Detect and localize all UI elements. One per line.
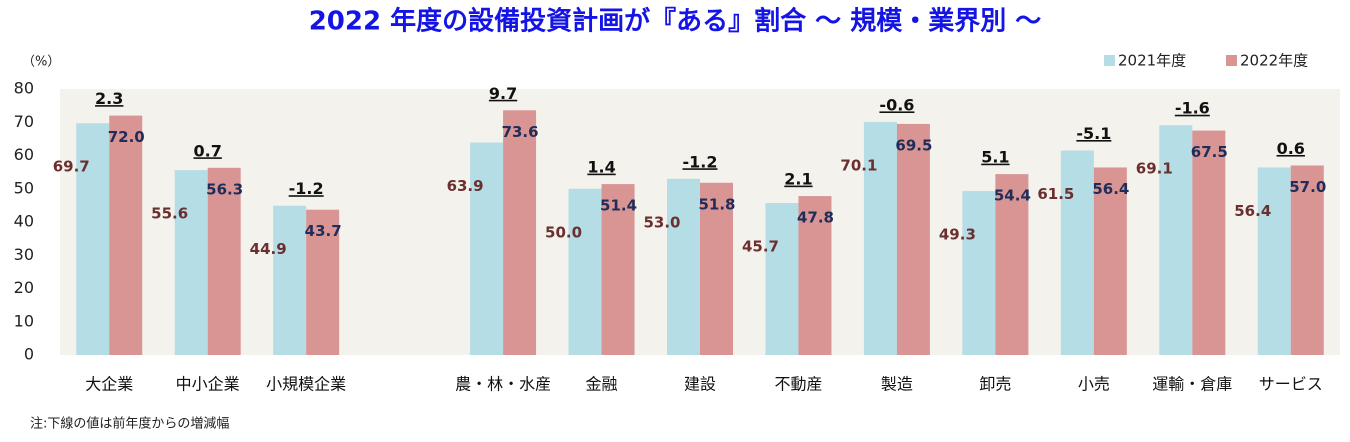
value-label: 61.5 [1037,185,1074,203]
value-label: 56.4 [1092,180,1129,198]
bar [568,188,602,355]
value-label: 50.0 [545,223,582,241]
value-label: 70.1 [840,156,877,174]
x-tick-label: 農・林・水産 [455,375,551,394]
bar [1257,167,1291,355]
y-tick-label: 40 [14,212,34,231]
value-label: 72.0 [108,128,145,146]
x-tick-label: 卸売 [979,375,1011,394]
bar [470,142,504,355]
bar [1060,150,1094,355]
bar [503,110,537,355]
y-tick-label: 20 [14,278,34,297]
bar [765,203,799,355]
x-tick-label: サービス [1259,375,1323,394]
bar [76,123,110,355]
change-label: -1.2 [683,152,718,171]
change-label: 2.1 [784,170,812,189]
legend-swatch [1104,55,1115,66]
x-tick-label: 大企業 [85,375,133,394]
bar [896,123,930,355]
value-label: 51.8 [698,195,735,213]
value-label: 44.9 [250,240,287,258]
change-label: 5.1 [981,148,1009,167]
y-tick-label: 60 [14,145,34,164]
value-label: 54.4 [994,187,1031,205]
value-label: 69.7 [53,158,90,176]
y-tick-label: 80 [14,79,34,98]
value-label: 73.6 [502,123,539,141]
bar [1159,125,1193,356]
x-tick-label: 中小企業 [176,375,240,394]
value-label: 56.3 [206,180,243,198]
y-tick-label: 50 [14,178,34,197]
bar [273,205,307,355]
x-tick-label: 小売 [1078,375,1110,394]
y-tick-label: 10 [14,311,34,330]
x-tick-label: 不動産 [774,375,822,394]
change-label: -5.1 [1076,124,1111,143]
bar [1290,165,1324,355]
bar [962,191,996,355]
bar [109,115,143,355]
bar [667,178,700,355]
value-label: 56.4 [1234,202,1271,220]
change-label: 9.7 [489,84,517,103]
y-tick-label: 0 [24,345,34,364]
value-label: 67.5 [1191,143,1228,161]
value-label: 47.8 [797,209,834,227]
value-label: 51.4 [600,197,637,215]
bar [1192,130,1226,355]
bar [798,196,832,355]
bar [601,184,635,355]
change-label: -1.2 [289,179,324,198]
y-tick-label: 70 [14,112,34,131]
value-label: 55.6 [151,205,188,223]
x-tick-label: 小規模企業 [266,375,346,394]
legend-label: 2021年度 [1118,52,1186,70]
footnote: 注:下線の値は前年度からの増減幅 [30,416,229,432]
bar [995,174,1029,355]
change-label: -0.6 [879,95,914,114]
x-tick-label: 金融 [586,375,618,394]
bar [1093,167,1127,355]
bar [863,121,897,355]
y-tick-label: 30 [14,245,34,264]
change-label: 0.7 [194,141,222,160]
change-label: 1.4 [587,158,615,177]
value-label: 49.3 [939,226,976,244]
value-label: 45.7 [742,238,779,256]
value-label: 69.1 [1136,160,1173,178]
bar [174,170,208,355]
x-tick-label: 建設 [684,375,716,394]
legend-swatch [1226,55,1237,66]
change-label: -1.6 [1175,99,1210,118]
value-label: 57.0 [1289,178,1326,196]
x-tick-label: 運輸・倉庫 [1152,375,1232,394]
value-label: 69.5 [895,136,932,154]
bar [306,209,340,355]
value-label: 63.9 [447,177,484,195]
bar [700,182,733,355]
change-label: 0.6 [1277,139,1305,158]
bar [207,167,241,355]
change-label: 2.3 [95,89,123,108]
value-label: 53.0 [643,213,680,231]
chart-title: 2022 年度の設備投資計画が『ある』割合 ～ 規模・業界別 ～ [309,6,1042,37]
value-label: 43.7 [305,222,342,240]
x-tick-label: 製造 [881,375,913,394]
legend-label: 2022年度 [1240,52,1308,70]
y-axis-label: （%） [22,55,60,70]
